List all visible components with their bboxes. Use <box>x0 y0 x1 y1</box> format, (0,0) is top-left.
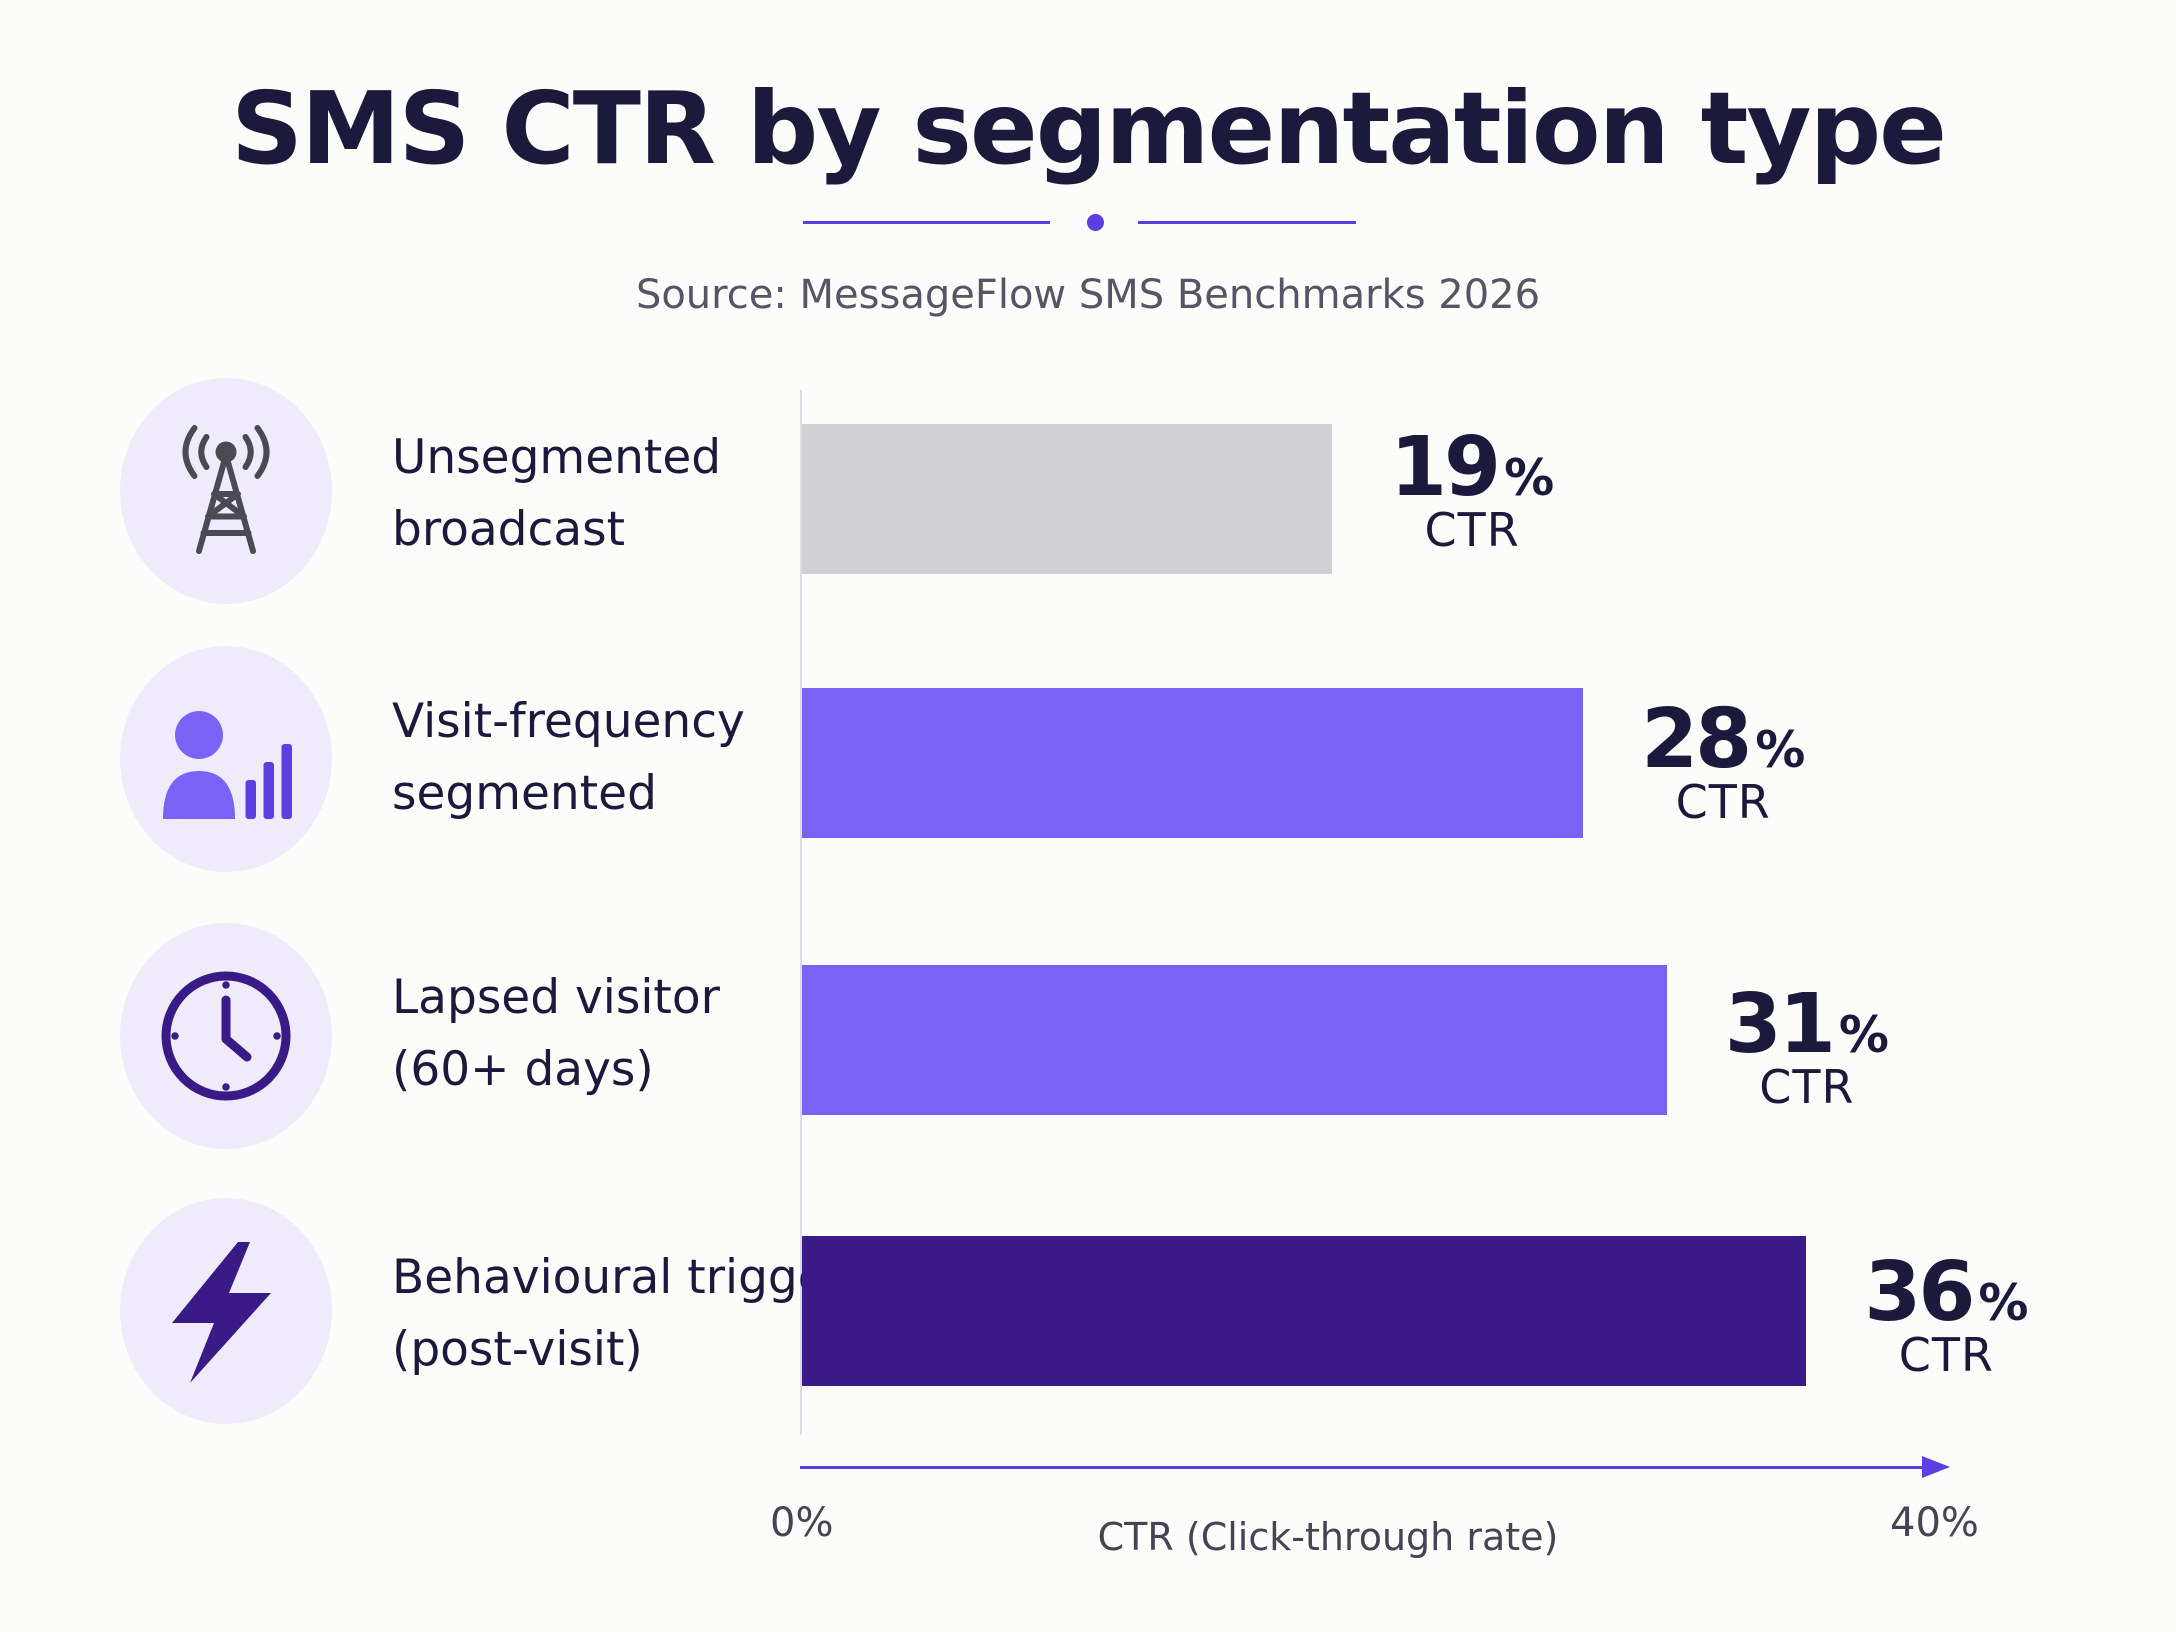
chart-title: SMS CTR by segmentation type <box>231 70 1947 187</box>
bar-label: Behavioural trigger (post-visit) <box>392 1250 847 1377</box>
divider-line-right <box>1138 221 1356 224</box>
bar-row-visit-frequency: Visit-frequency segmented <box>0 646 2176 886</box>
y-axis-baseline <box>800 390 802 1435</box>
x-axis-line <box>800 1466 1930 1469</box>
bar-lapsed-visitor <box>802 965 1667 1115</box>
bar-unsegmented <box>802 424 1333 574</box>
bar-row-behavioural-trigger: Behavioural trigger (post-visit) <box>0 1198 2176 1438</box>
data-label: 19% CTR <box>1389 420 1555 557</box>
icon-circle <box>120 923 332 1149</box>
data-label: 28% CTR <box>1641 692 1806 829</box>
data-label: 31% CTR <box>1724 977 1889 1114</box>
bar-label: Unsegmented broadcast <box>392 430 722 557</box>
divider-line-left <box>803 221 1050 224</box>
user-signal-icon <box>163 711 292 819</box>
broadcast-tower-icon <box>182 425 270 554</box>
x-axis-label: CTR (Click-through rate) <box>1097 1515 1559 1559</box>
lightning-bolt-icon <box>172 1242 271 1383</box>
bar-label: Visit-frequency segmented <box>392 694 745 821</box>
bar-row-unsegmented: Unsegmented broadcast <box>0 378 2176 618</box>
x-tick-label-start: 0% <box>770 1500 834 1546</box>
bar-row-lapsed-visitor: Lapsed visitor (60+ days) <box>0 923 2176 1163</box>
title-divider <box>0 212 2176 232</box>
bar-visit-frequency <box>802 688 1584 838</box>
data-label: 36% CTR <box>1864 1245 2029 1382</box>
divider-dot <box>1087 214 1104 231</box>
clock-icon <box>161 971 291 1101</box>
icon-circle <box>120 1198 332 1424</box>
icon-circle <box>120 378 332 604</box>
bar-behavioural-trigger <box>802 1236 1807 1386</box>
x-axis-arrow-icon <box>1922 1456 1950 1478</box>
chart-source: Source: MessageFlow SMS Benchmarks 2026 <box>635 272 1541 318</box>
bar-label: Lapsed visitor (60+ days) <box>392 970 720 1097</box>
icon-circle <box>120 646 332 872</box>
x-tick-label-end: 40% <box>1890 1500 1979 1546</box>
